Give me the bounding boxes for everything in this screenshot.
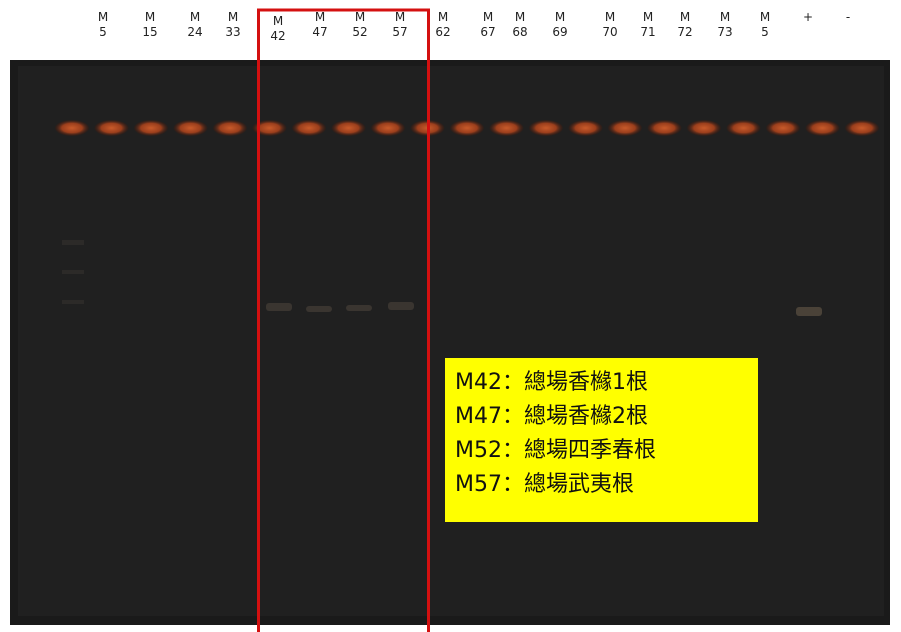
lane-bottom: 33 (218, 25, 248, 40)
lane-bottom: 5 (750, 25, 780, 40)
lane-top: M (345, 10, 375, 25)
lane-top: M (750, 10, 780, 25)
lane-top: M (595, 10, 625, 25)
well (608, 120, 642, 136)
lane-top: - (833, 10, 863, 25)
lane-bottom: 68 (505, 25, 535, 40)
lane-bottom: 67 (473, 25, 503, 40)
well (569, 120, 603, 136)
gel-inner (18, 66, 884, 616)
lane-top: M (385, 10, 415, 25)
well (727, 120, 761, 136)
lane-top: + (793, 10, 823, 25)
well (292, 120, 326, 136)
lane-top: M (545, 10, 575, 25)
well (332, 120, 366, 136)
lane-bottom: 47 (305, 25, 335, 40)
well (450, 120, 484, 136)
lane-top: M (180, 10, 210, 25)
well (95, 120, 129, 136)
lane-top: M (263, 14, 293, 29)
lane-label: - (833, 10, 863, 25)
lane-bottom: 70 (595, 25, 625, 40)
lane-top: M (428, 10, 458, 25)
lane-top: M (505, 10, 535, 25)
well (490, 120, 524, 136)
well (174, 120, 208, 136)
lane-bottom: 62 (428, 25, 458, 40)
lane-top: M (710, 10, 740, 25)
lane-label: + (793, 10, 823, 25)
lane-bottom: 72 (670, 25, 700, 40)
lane-bottom: 69 (545, 25, 575, 40)
well (55, 120, 89, 136)
lane-top: M (473, 10, 503, 25)
legend-line: M57：總場武夷根 (455, 468, 748, 502)
well (213, 120, 247, 136)
lane-top: M (633, 10, 663, 25)
well (371, 120, 405, 136)
lane-top: M (218, 10, 248, 25)
lane-bottom: 57 (385, 25, 415, 40)
well (648, 120, 682, 136)
lane-bottom: 5 (88, 25, 118, 40)
well (766, 120, 800, 136)
lane-top: M (670, 10, 700, 25)
wells (55, 120, 879, 136)
lane-top: M (135, 10, 165, 25)
gel-image (0, 0, 901, 632)
well (529, 120, 563, 136)
well (806, 120, 840, 136)
lane-bottom: 42 (263, 29, 293, 44)
lane-bottom: 71 (633, 25, 663, 40)
lane-bottom: 73 (710, 25, 740, 40)
lane-bottom: 24 (180, 25, 210, 40)
lane-top: M (305, 10, 335, 25)
figure: M42：總場香櫞1根M47：總場香櫞2根M52：總場四季春根M57：總場武夷根 … (0, 0, 901, 632)
well (687, 120, 721, 136)
legend-line: M42：總場香櫞1根 (455, 366, 748, 400)
well (845, 120, 879, 136)
well (134, 120, 168, 136)
legend-line: M47：總場香櫞2根 (455, 400, 748, 434)
lane-bottom: 52 (345, 25, 375, 40)
lane-bottom: 15 (135, 25, 165, 40)
lane-top: M (88, 10, 118, 25)
legend-line: M52：總場四季春根 (455, 434, 748, 468)
